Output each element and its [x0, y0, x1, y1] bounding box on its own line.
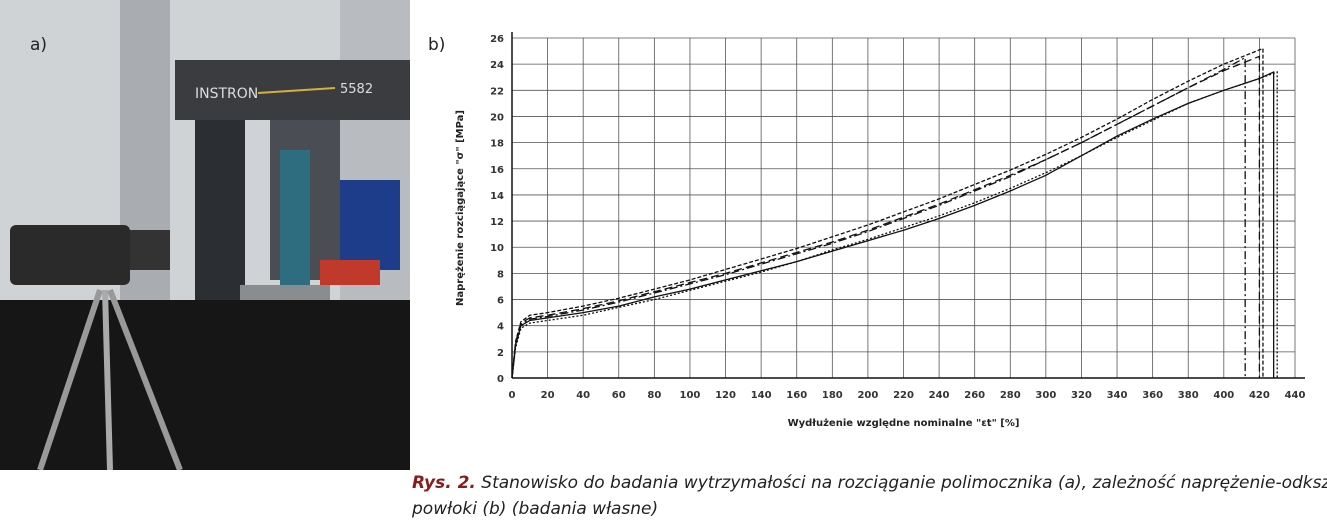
series-line	[512, 58, 1245, 378]
x-axis-label: Wydłużenie względne nominalne "εt" [%]	[788, 418, 1020, 429]
x-tick-label: 60	[612, 390, 626, 401]
series-line	[512, 48, 1263, 378]
series-line	[512, 56, 1259, 378]
svg-text:5582: 5582	[340, 82, 373, 97]
x-tick-label: 240	[929, 390, 950, 401]
y-tick-label: 8	[497, 269, 504, 280]
series-line	[512, 72, 1277, 378]
y-tick-label: 14	[490, 191, 504, 202]
y-tick-label: 26	[490, 34, 504, 45]
x-tick-label: 200	[857, 390, 878, 401]
x-tick-label: 300	[1035, 390, 1056, 401]
x-tick-label: 280	[1000, 390, 1021, 401]
x-tick-label: 20	[541, 390, 555, 401]
x-tick-label: 420	[1249, 390, 1270, 401]
x-tick-label: 400	[1213, 390, 1234, 401]
y-tick-label: 22	[490, 86, 504, 97]
y-tick-label: 24	[490, 60, 504, 71]
x-tick-label: 380	[1178, 390, 1199, 401]
panel-label: a)	[30, 35, 47, 55]
x-tick-label: 140	[751, 390, 772, 401]
x-tick-label: 0	[509, 390, 516, 401]
y-tick-label: 4	[497, 322, 504, 333]
x-tick-label: 360	[1142, 390, 1163, 401]
caption-label: Rys. 2.	[412, 473, 476, 493]
y-tick-label: 6	[497, 296, 504, 307]
y-tick-label: 16	[490, 165, 504, 176]
x-tick-label: 40	[576, 390, 590, 401]
caption: Rys. 2. Stanowisko do badania wytrzymało…	[412, 470, 1327, 521]
panel-label: b)	[428, 35, 445, 55]
x-tick-label: 80	[647, 390, 661, 401]
x-tick-label: 180	[822, 390, 843, 401]
y-tick-label: 0	[497, 374, 504, 385]
y-tick-label: 18	[490, 139, 504, 150]
page: INSTRON 5582 a) b) 020406080100120140160…	[0, 0, 1327, 521]
y-tick-label: 2	[497, 348, 504, 359]
y-tick-label: 12	[490, 217, 504, 228]
series-line	[512, 72, 1274, 378]
svg-text:INSTRON: INSTRON	[195, 86, 258, 102]
x-tick-label: 160	[786, 390, 807, 401]
caption-text: Stanowisko do badania wytrzymałości na r…	[412, 473, 1327, 519]
x-tick-label: 260	[964, 390, 985, 401]
y-tick-label: 20	[490, 112, 504, 123]
x-tick-label: 440	[1285, 390, 1306, 401]
x-tick-label: 100	[680, 390, 701, 401]
x-tick-label: 220	[893, 390, 914, 401]
x-tick-label: 120	[715, 390, 736, 401]
x-tick-label: 340	[1107, 390, 1128, 401]
y-axis-label: Naprężenie rozciągające "σ" [MPa]	[455, 110, 466, 306]
x-tick-label: 320	[1071, 390, 1092, 401]
y-tick-label: 10	[490, 243, 504, 254]
photo: INSTRON 5582 a)	[0, 0, 410, 470]
